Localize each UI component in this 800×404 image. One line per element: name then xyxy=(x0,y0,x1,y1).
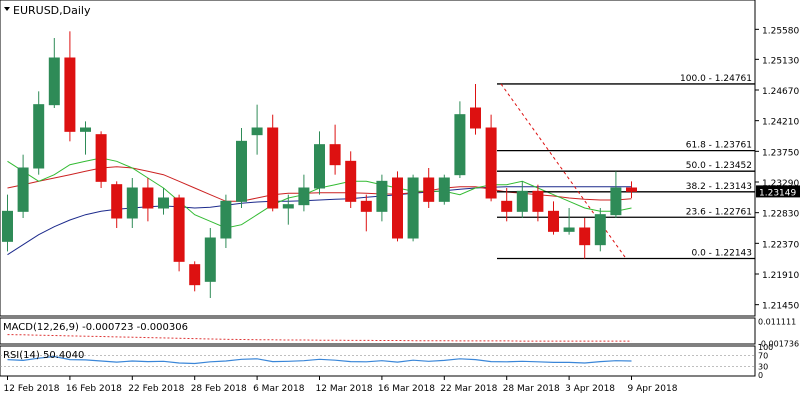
candle-body xyxy=(533,191,543,211)
fib-level-label: 100.0 - 1.24761 xyxy=(680,74,752,84)
candle-body xyxy=(81,128,91,131)
candle-body xyxy=(221,201,231,238)
time-tick-label: 28 Feb 2018 xyxy=(191,384,247,394)
time-tick-label: 9 Apr 2018 xyxy=(628,384,678,394)
time-tick-label: 22 Mar 2018 xyxy=(440,384,497,394)
macd-tick-label: 0.011111 xyxy=(758,317,796,326)
candle-body xyxy=(502,201,512,211)
candle-body xyxy=(549,211,559,231)
candle-body xyxy=(283,205,293,208)
price-tick-label: 1.25580 xyxy=(762,26,799,36)
candle-body xyxy=(377,181,387,211)
price-tick-label: 1.21450 xyxy=(762,302,799,312)
candle-body xyxy=(517,191,527,211)
time-tick-label: 3 Apr 2018 xyxy=(565,384,615,394)
candle-body xyxy=(393,178,403,238)
candle-body xyxy=(330,145,340,165)
candle-body xyxy=(65,58,75,131)
rsi-label: RSI(14) 50.4040 xyxy=(3,350,84,361)
price-tick-label: 1.25130 xyxy=(762,56,799,66)
price-tick-label: 1.22830 xyxy=(762,210,799,220)
candle-body xyxy=(611,188,621,215)
current-price-label: 1.23149 xyxy=(759,188,796,198)
rsi-tick-label: 70 xyxy=(758,351,768,360)
candle-body xyxy=(49,58,59,105)
candle-body xyxy=(268,128,278,208)
time-axis: 12 Feb 2018 16 Feb 2018 22 Feb 2018 28 Feb … xyxy=(4,376,678,394)
candle-body xyxy=(127,188,137,218)
price-axis: 1.255801.251301.246701.242101.237501.232… xyxy=(755,26,800,311)
price-tick-label: 1.22370 xyxy=(762,240,799,250)
fib-level-label: 61.8 - 1.23761 xyxy=(686,141,752,151)
candle-body xyxy=(439,178,449,201)
candle-body xyxy=(18,168,28,211)
candle-body xyxy=(471,108,481,128)
candle-body xyxy=(96,135,106,182)
candle-body xyxy=(424,178,434,201)
time-tick-label: 12 Mar 2018 xyxy=(316,384,373,394)
symbol-label: EURUSD,Daily xyxy=(13,4,91,17)
candle-body xyxy=(112,185,122,218)
candle-body xyxy=(3,211,13,241)
candle-body xyxy=(595,215,605,245)
price-tick-label: 1.24210 xyxy=(762,118,799,128)
candle-body xyxy=(486,128,496,198)
main-price-panel xyxy=(0,0,755,316)
candle-body xyxy=(174,198,184,261)
rsi-tick-label: 0 xyxy=(758,371,763,380)
time-tick-label: 6 Mar 2018 xyxy=(253,384,305,394)
candle-body xyxy=(159,198,169,208)
fib-level-label: 23.6 - 1.22761 xyxy=(686,207,752,217)
price-tick-label: 1.23750 xyxy=(762,148,799,158)
candle-body xyxy=(190,265,200,285)
macd-label: MACD(12,26,9) -0.000723 -0.000306 xyxy=(3,322,188,333)
time-tick-label: 28 Mar 2018 xyxy=(503,384,560,394)
price-tick-label: 1.24670 xyxy=(762,87,799,97)
candle-body xyxy=(564,228,574,231)
candle-body xyxy=(34,105,44,168)
candle-body xyxy=(237,141,247,201)
candle-body xyxy=(627,188,637,191)
fib-level-label: 38.2 - 1.23143 xyxy=(686,182,752,192)
candle-body xyxy=(408,178,418,238)
time-tick-label: 16 Feb 2018 xyxy=(66,384,122,394)
candle-body xyxy=(315,145,325,188)
fib-level-label: 0.0 - 1.22143 xyxy=(692,248,753,258)
candle-body xyxy=(205,238,215,281)
time-tick-label: 22 Feb 2018 xyxy=(128,384,184,394)
candle-body xyxy=(299,188,309,205)
candle-body xyxy=(455,115,465,175)
candle-body xyxy=(580,228,590,245)
price-tick-label: 1.21910 xyxy=(762,271,799,281)
candle-body xyxy=(361,201,371,211)
candle-body xyxy=(346,161,356,201)
candle-body xyxy=(252,128,262,135)
fib-level-label: 50.0 - 1.23452 xyxy=(686,161,752,171)
time-tick-label: 16 Mar 2018 xyxy=(378,384,435,394)
time-tick-label: 12 Feb 2018 xyxy=(4,384,60,394)
candle-body xyxy=(143,188,153,208)
